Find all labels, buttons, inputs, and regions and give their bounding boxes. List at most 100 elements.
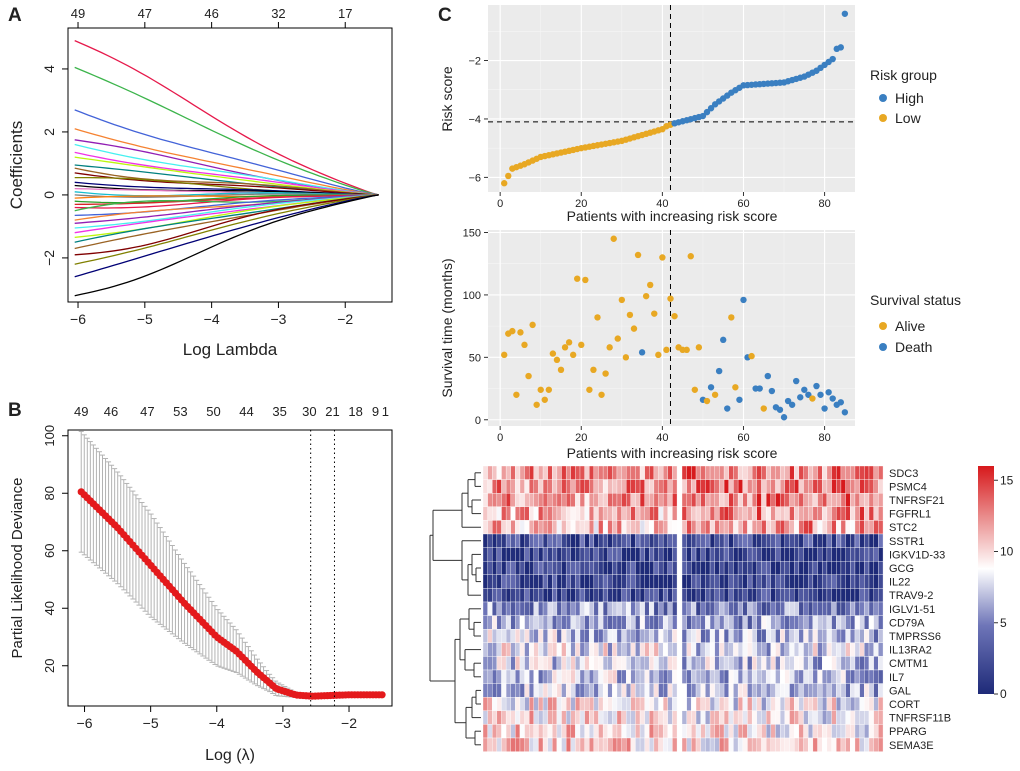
heatmap-cell [529, 629, 535, 643]
heatmap-cell [626, 710, 632, 725]
heatmap-cell [616, 574, 622, 589]
heatmap-cell [598, 574, 604, 589]
heatmap-cell [519, 588, 525, 603]
heatmap-cell [635, 615, 641, 630]
heatmap-cell [714, 479, 720, 494]
heatmap-cell [593, 547, 599, 562]
heatmap-cell [607, 520, 613, 535]
heatmap-cell [695, 520, 701, 535]
survival-point [501, 351, 508, 359]
heatmap-cell [621, 683, 627, 698]
risk-point [841, 10, 849, 17]
survival-point [801, 386, 808, 393]
heatmap-cell [789, 656, 795, 671]
heatmap-cell [859, 615, 865, 630]
heatmap-cell [570, 520, 576, 535]
heatmap-cell [482, 493, 488, 507]
heatmap-cell [864, 506, 870, 521]
heatmap-cell [798, 629, 804, 643]
heatmap-cell [667, 656, 673, 671]
heatmap-cell [751, 724, 758, 739]
heatmap-cell [639, 642, 645, 657]
heatmap-cell [542, 710, 548, 725]
heatmap-cell [751, 520, 758, 535]
heatmap-cell [826, 506, 832, 521]
heatmap-cell [794, 574, 800, 589]
heatmap-cell [482, 737, 488, 752]
heatmap-cell [496, 465, 502, 480]
heatmap-cell [649, 697, 655, 711]
heatmap-cell [714, 683, 720, 698]
x-tick-label: −3 [270, 311, 286, 327]
heatmap-cell [840, 506, 846, 521]
heatmap-cell [751, 588, 758, 603]
heatmap-cell [653, 683, 659, 698]
heatmap-cell [667, 669, 673, 684]
heatmap-cell [658, 669, 664, 684]
panel-label-b: B [8, 400, 22, 421]
heatmap-cell [589, 479, 595, 494]
heatmap-cell [565, 561, 571, 575]
heatmap-cell [775, 479, 781, 494]
heatmap-cell [547, 669, 553, 684]
heatmap-cell [584, 493, 590, 507]
heatmap-cell [630, 479, 636, 494]
heatmap-cell [686, 479, 692, 494]
heatmap-cell [565, 547, 571, 562]
heatmap-cell [621, 520, 627, 535]
heatmap-cell [589, 683, 595, 698]
top-tick-label: 30 [302, 404, 316, 419]
heatmap-cell [864, 588, 870, 603]
heatmap-cell [836, 710, 842, 725]
heatmap-cell [775, 547, 781, 562]
row-dendrogram [429, 472, 481, 746]
heatmap-cell [761, 697, 767, 711]
top-tick-label: 44 [239, 404, 253, 419]
heatmap-cell [561, 697, 567, 711]
panel-a-xlabel: Log Lambda [183, 340, 278, 359]
heatmap-cell [747, 642, 753, 657]
heatmap-cell [808, 561, 814, 575]
heatmap-cell [719, 588, 725, 603]
heatmap-cell [621, 601, 627, 616]
heatmap-cell [584, 683, 590, 698]
heatmap-cell [552, 737, 558, 752]
heatmap-cell [742, 506, 748, 521]
heatmap-cell [789, 479, 795, 494]
heatmap-cell [784, 683, 790, 698]
heatmap-cell [751, 533, 758, 548]
heatmap-cell [868, 561, 874, 575]
heatmap-cell [681, 724, 687, 739]
heatmap-cell [584, 629, 590, 643]
heatmap-cell [542, 506, 548, 521]
heatmap-cell [705, 547, 711, 562]
heatmap-cell [626, 533, 632, 548]
heatmap-cell [761, 669, 767, 684]
heatmap-cell [662, 520, 668, 535]
heatmap-cell [635, 506, 641, 521]
heatmap-cell [709, 561, 715, 575]
heatmap-cell [798, 615, 804, 630]
risk-axes: 0 20 40 60 80−6−4−2 [468, 56, 830, 210]
heatmap-cell [808, 710, 814, 725]
heatmap-cell [510, 547, 516, 562]
heatmap-cell [565, 601, 571, 616]
heatmap-cell [836, 479, 842, 494]
heatmap-cell [714, 710, 720, 725]
heatmap-cell [538, 520, 544, 535]
gene-label: PPARG [889, 726, 927, 738]
heatmap-cell [840, 479, 846, 494]
heatmap-cell [487, 656, 493, 671]
heatmap-cell [492, 629, 498, 643]
heatmap-cell [501, 574, 507, 589]
heatmap-cell [556, 493, 562, 507]
heatmap-cell [487, 533, 493, 548]
heatmap-cell [859, 656, 865, 671]
heatmap-cell [630, 520, 636, 535]
heatmap-cell [658, 629, 664, 643]
heatmap-cell [817, 683, 823, 698]
heatmap-cell [501, 561, 507, 575]
heatmap-cell [482, 615, 488, 630]
heatmap-cell [662, 737, 668, 752]
survival-point [606, 344, 613, 351]
